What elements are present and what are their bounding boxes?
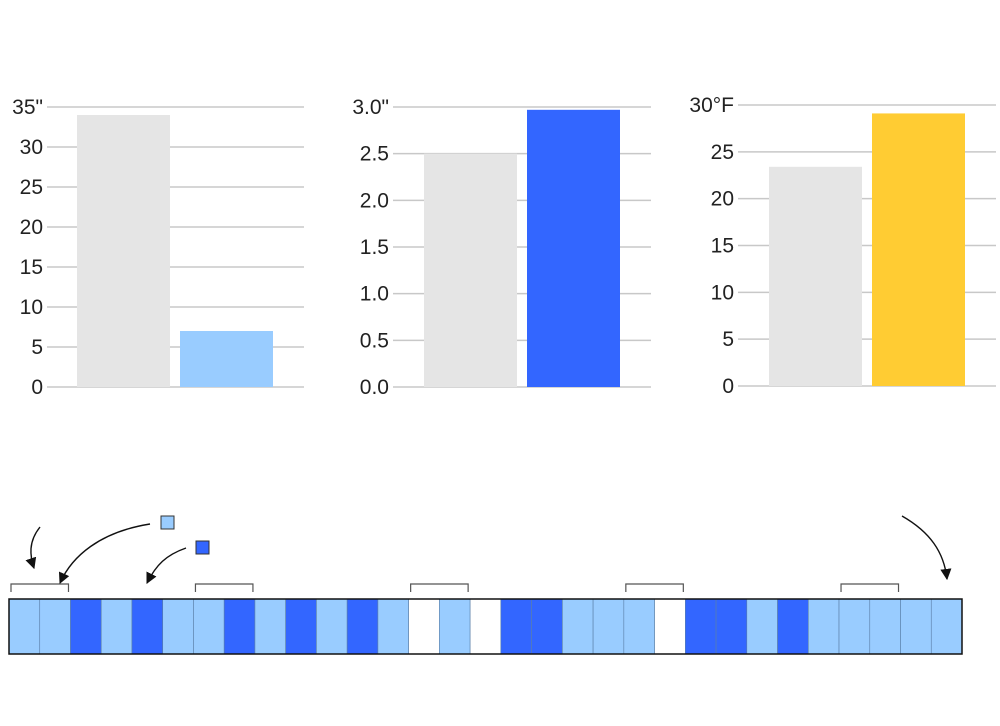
snowfall-tick-label: 25: [20, 176, 43, 199]
day-cell: [869, 598, 901, 655]
day-cell: [100, 598, 133, 655]
snowfall-tick-label: 0: [31, 376, 43, 399]
day-cell: [316, 598, 348, 655]
annotation-arrow: [58, 523, 151, 585]
precipitation-bar-chart: 0.0 0.5 1.0 1.5 2.0 2.5 3.0": [352, 96, 651, 399]
day-cell: [930, 598, 963, 655]
legend-swatch-dark: [195, 540, 210, 555]
weekend-bracket: [625, 583, 684, 592]
temperature-tick-label: 10: [711, 281, 734, 304]
precipitation-tick-label: 0.0: [360, 376, 389, 399]
strip-frame: [8, 598, 963, 655]
day-cell: [285, 598, 317, 655]
day-cell: [531, 598, 563, 655]
snowfall-tick-label: 10: [20, 296, 43, 319]
day-cell: [39, 598, 71, 655]
day-cell: [592, 598, 625, 655]
day-cell: [838, 598, 871, 655]
day-cell: [439, 598, 471, 655]
day-cell: [654, 598, 686, 655]
day-cell: [223, 598, 256, 655]
weekend-bracket: [410, 583, 469, 592]
snowfall-bar-normal: [77, 115, 170, 387]
day-cell: [685, 598, 717, 655]
day-cell: [408, 598, 440, 655]
snowfall-tick-label: 15: [20, 256, 43, 279]
temperature-tick-label: 15: [711, 235, 734, 258]
temperature-tick-label: 25: [711, 141, 734, 164]
weekend-bracket: [10, 583, 70, 592]
snowfall-bar-chart: 0 5 10 15 20 25 30 35": [12, 96, 304, 399]
day-cell: [562, 598, 594, 655]
precipitation-tick-label: 3.0": [352, 96, 389, 119]
annotation-arrow: [901, 515, 952, 581]
day-cell: [193, 598, 225, 655]
day-cell: [162, 598, 194, 655]
day-cell: [377, 598, 409, 655]
day-cell: [746, 598, 778, 655]
precipitation-tick-label: 0.5: [360, 329, 389, 352]
annotation-arrow: [25, 526, 41, 570]
precipitation-tick-label: 2.0: [360, 189, 389, 212]
snowfall-tick-label: 5: [31, 336, 43, 359]
day-cell: [623, 598, 655, 655]
temperature-tick-label: 0: [722, 375, 734, 398]
weekend-bracket: [194, 583, 254, 592]
day-cell: [715, 598, 748, 655]
precipitation-bar-normal: [424, 153, 517, 387]
legend-swatch-light: [160, 515, 175, 530]
temperature-bar-actual: [872, 113, 965, 387]
precipitation-bar-actual: [527, 109, 620, 388]
snowfall-tick-label: 20: [20, 216, 43, 239]
precipitation-tick-label: 2.5: [360, 143, 389, 166]
day-cell: [807, 598, 840, 655]
day-cell: [900, 598, 932, 655]
temperature-tick-label: 30°F: [689, 94, 734, 117]
day-cell: [131, 598, 164, 655]
day-cell: [8, 598, 41, 655]
temperature-tick-label: 5: [722, 328, 734, 351]
temperature-tick-label: 20: [711, 188, 734, 211]
day-cell: [500, 598, 532, 655]
day-cell: [70, 598, 102, 655]
strip-annotations: [25, 515, 952, 585]
daily-strip: [8, 583, 963, 655]
precipitation-tick-label: 1.5: [360, 236, 389, 259]
day-cell: [777, 598, 809, 655]
day-cell: [469, 598, 502, 655]
temperature-bar-normal: [769, 166, 862, 386]
temperature-bar-chart: 0 5 10 15 20 25 30°F: [689, 94, 996, 398]
snowfall-tick-label: 35": [12, 96, 43, 119]
day-cell: [254, 598, 286, 655]
annotation-arrow: [146, 547, 187, 585]
weekend-bracket: [840, 583, 900, 592]
snowfall-tick-label: 30: [20, 136, 43, 159]
snowfall-bar-actual: [180, 331, 273, 387]
day-cell: [346, 598, 379, 655]
precipitation-tick-label: 1.0: [360, 283, 389, 306]
